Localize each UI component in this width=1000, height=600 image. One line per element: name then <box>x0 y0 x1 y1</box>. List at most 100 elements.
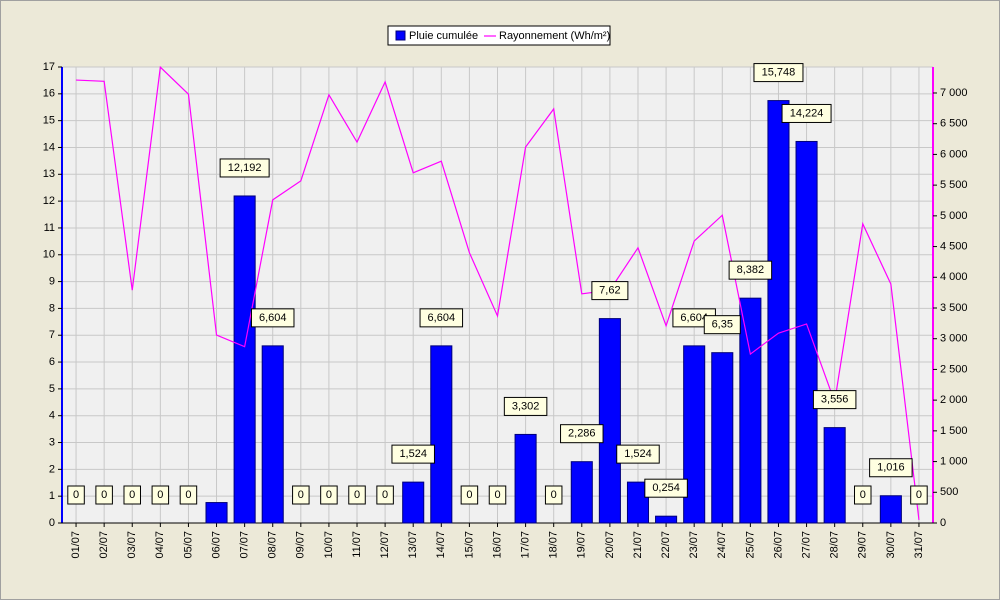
x-tick-label: 06/07 <box>210 531 222 559</box>
x-tick-label: 02/07 <box>98 531 110 559</box>
x-tick-label: 23/07 <box>688 531 700 559</box>
data-label: 0 <box>73 489 79 501</box>
y2-tick-label: 2 500 <box>940 363 968 375</box>
y2-tick-label: 1 500 <box>940 425 968 437</box>
data-label: 7,62 <box>599 285 620 297</box>
bar <box>233 195 256 524</box>
bar <box>261 345 284 524</box>
x-tick-label: 10/07 <box>323 531 335 559</box>
x-tick-label: 03/07 <box>126 531 138 559</box>
data-label: 8,382 <box>737 264 765 276</box>
x-tick-label: 07/07 <box>239 531 251 559</box>
data-label-box <box>123 485 141 505</box>
x-tick-label: 28/07 <box>829 531 841 559</box>
y2-tick-label: 3 500 <box>940 302 968 314</box>
y-tick-label: 5 <box>49 383 55 395</box>
y2-tick-label: 4 000 <box>940 271 968 283</box>
data-label: 6,604 <box>680 312 708 324</box>
bar <box>655 515 678 524</box>
data-label: 6,604 <box>259 312 287 324</box>
x-tick-label: 04/07 <box>154 531 166 559</box>
bar <box>205 502 228 524</box>
data-label: 0 <box>298 489 304 501</box>
legend-label: Rayonnement (Wh/m²) <box>499 30 610 42</box>
y-tick-label: 4 <box>49 410 55 422</box>
data-label: 3,556 <box>821 394 849 406</box>
data-label: 3,302 <box>512 400 540 412</box>
x-tick-label: 22/07 <box>660 531 672 559</box>
y-tick-label: 9 <box>49 275 55 287</box>
y2-tick-label: 1 000 <box>940 455 968 467</box>
data-label-box <box>644 478 688 498</box>
data-label: 1,524 <box>399 448 427 460</box>
y2-tick-label: 5 000 <box>940 210 968 222</box>
y-tick-label: 3 <box>49 436 55 448</box>
x-tick-label: 21/07 <box>632 531 644 559</box>
data-label-box <box>616 444 660 464</box>
bar <box>570 461 593 524</box>
data-label-box <box>151 485 170 505</box>
y-tick-label: 16 <box>43 88 55 100</box>
data-label-box <box>391 444 435 464</box>
y2-tick-label: 2 000 <box>940 394 968 406</box>
y2-tick-label: 5 500 <box>940 179 968 191</box>
legend-box <box>387 25 611 46</box>
bar <box>795 140 818 524</box>
data-label: 0 <box>551 489 557 501</box>
data-label-box <box>728 260 773 280</box>
x-tick-label: 14/07 <box>435 531 447 559</box>
data-label-box <box>250 308 295 328</box>
x-tick-label: 09/07 <box>295 531 307 559</box>
bar <box>823 427 846 524</box>
data-label-box <box>703 315 741 335</box>
data-label-box <box>910 485 928 505</box>
x-tick-label: 19/07 <box>576 531 588 559</box>
x-tick-label: 20/07 <box>604 531 616 559</box>
x-tick-label: 27/07 <box>800 531 812 559</box>
data-label: 0 <box>494 489 500 501</box>
data-label: 12,192 <box>228 162 262 174</box>
data-label-box <box>179 485 198 505</box>
bar <box>514 433 537 524</box>
data-label: 15,748 <box>762 66 796 78</box>
bar <box>430 345 453 524</box>
bar <box>879 495 902 524</box>
data-label: 0 <box>382 489 388 501</box>
x-tick-label: 17/07 <box>520 531 532 559</box>
data-label: 0 <box>101 489 107 501</box>
data-label-box <box>854 485 872 505</box>
y2-tick-label: 7 000 <box>940 87 968 99</box>
y2-tick-label: 4 500 <box>940 240 968 252</box>
x-tick-label: 05/07 <box>182 531 194 559</box>
data-label-box <box>753 63 804 83</box>
y2-tick-label: 500 <box>940 486 958 498</box>
y-tick-label: 8 <box>49 302 55 314</box>
data-label-box <box>419 308 464 328</box>
x-tick-label: 15/07 <box>463 531 475 559</box>
data-label-box <box>292 485 310 505</box>
y-tick-label: 0 <box>49 517 55 529</box>
bar <box>626 481 650 524</box>
bar <box>739 297 762 524</box>
data-label-box <box>591 281 629 301</box>
y-tick-label: 7 <box>49 329 55 341</box>
data-label: 0 <box>129 489 135 501</box>
x-tick-label: 18/07 <box>548 531 560 559</box>
data-label: 0 <box>860 489 866 501</box>
y-tick-label: 14 <box>43 141 55 153</box>
data-label-box <box>348 485 366 505</box>
y2-tick-label: 6 500 <box>940 118 968 130</box>
legend-label: Pluie cumulée <box>409 30 478 42</box>
y-tick-label: 17 <box>43 61 55 73</box>
x-tick-label: 01/07 <box>70 531 82 559</box>
bar <box>683 345 706 524</box>
x-tick-label: 31/07 <box>913 531 925 559</box>
x-tick-label: 30/07 <box>885 531 897 559</box>
bar <box>711 352 734 524</box>
x-tick-label: 13/07 <box>407 531 419 559</box>
data-label-box <box>376 485 394 505</box>
data-label-box <box>95 485 113 505</box>
data-label: 0 <box>326 489 332 501</box>
y-tick-label: 1 <box>49 490 55 502</box>
